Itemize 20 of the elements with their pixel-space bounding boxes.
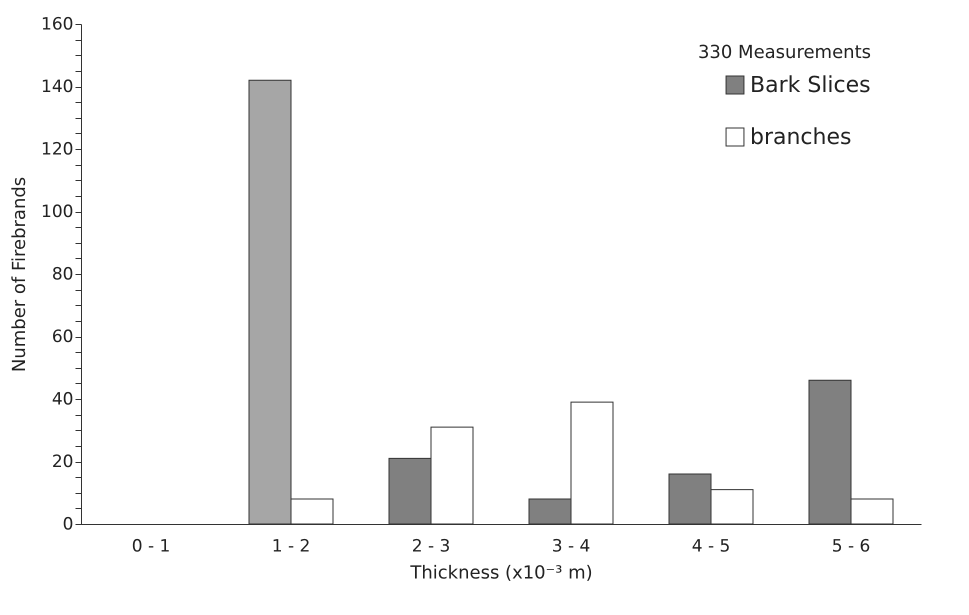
- y-tick-label: 80: [52, 264, 74, 284]
- x-tick-label: 3 - 4: [552, 536, 590, 556]
- x-tick-label: 2 - 3: [412, 536, 450, 556]
- y-tick-label: 20: [52, 452, 74, 472]
- y-axis-title: Number of Firebrands: [9, 176, 30, 372]
- y-tick-label: 40: [52, 390, 74, 410]
- y-tick-label: 60: [52, 327, 74, 347]
- x-tick-label: 5 - 6: [832, 536, 870, 556]
- x-axis-title: Thickness (x10⁻³ m): [409, 562, 593, 584]
- x-tick-label: 0 - 1: [132, 536, 170, 556]
- y-tick-label: 160: [41, 14, 74, 34]
- legend-label: branches: [750, 125, 852, 150]
- x-tick-label: 1 - 2: [272, 536, 310, 556]
- x-tick-label: 4 - 5: [692, 536, 730, 556]
- y-tick-label: 0: [62, 514, 74, 534]
- y-tick-label: 100: [41, 202, 74, 222]
- y-tick-label: 120: [41, 140, 74, 160]
- annotation: 330 Measurements: [698, 42, 871, 63]
- y-tick-label: 140: [41, 77, 74, 97]
- legend-label: Bark Slices: [750, 73, 871, 98]
